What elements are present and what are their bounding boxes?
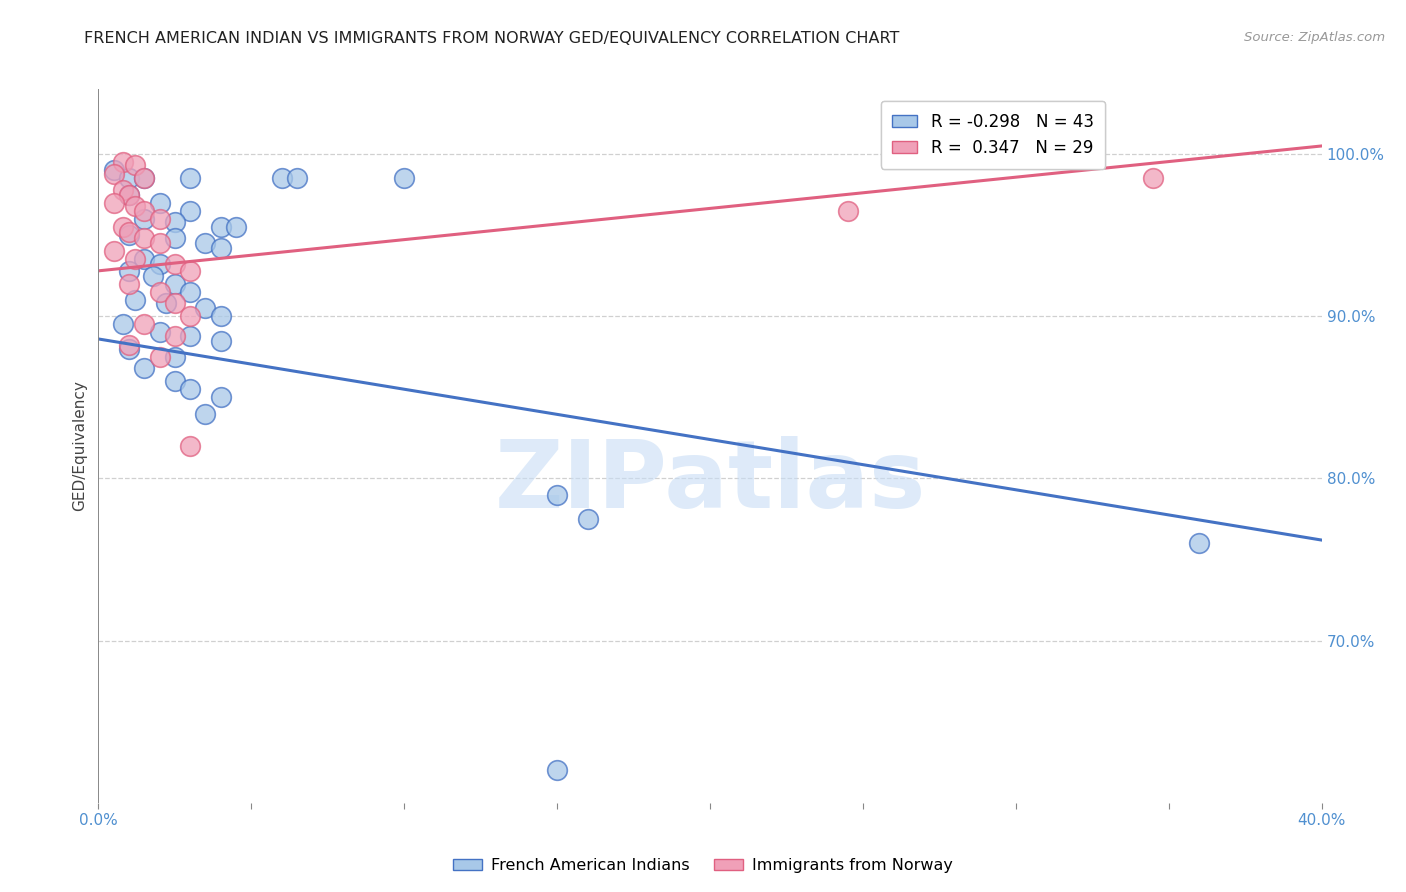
Point — [155, 296, 177, 310]
Point — [134, 171, 156, 186]
Point — [209, 241, 232, 255]
Point — [179, 203, 201, 218]
Point — [118, 187, 141, 202]
Point — [179, 439, 201, 453]
Y-axis label: GED/Equivalency: GED/Equivalency — [72, 381, 87, 511]
Point — [194, 407, 217, 421]
Text: FRENCH AMERICAN INDIAN VS IMMIGRANTS FROM NORWAY GED/EQUIVALENCY CORRELATION CHA: FRENCH AMERICAN INDIAN VS IMMIGRANTS FRO… — [84, 31, 900, 46]
Point — [118, 338, 141, 352]
Legend: R = -0.298   N = 43, R =  0.347   N = 29: R = -0.298 N = 43, R = 0.347 N = 29 — [880, 101, 1105, 169]
Point — [163, 231, 186, 245]
Point — [179, 171, 201, 186]
Point — [576, 512, 599, 526]
Point — [149, 257, 172, 271]
Point — [194, 301, 217, 315]
Point — [149, 326, 172, 340]
Point — [546, 488, 568, 502]
Point — [149, 195, 172, 210]
Point — [546, 764, 568, 778]
Point — [209, 334, 232, 348]
Point — [118, 277, 141, 291]
Point — [118, 171, 141, 186]
Point — [1142, 171, 1164, 186]
Point — [134, 171, 156, 186]
Point — [149, 350, 172, 364]
Text: ZIPatlas: ZIPatlas — [495, 435, 925, 528]
Point — [163, 328, 186, 343]
Point — [270, 171, 292, 186]
Point — [149, 211, 172, 226]
Point — [134, 252, 156, 267]
Point — [392, 171, 416, 186]
Point — [209, 390, 232, 404]
Point — [149, 285, 172, 299]
Point — [134, 203, 156, 218]
Point — [285, 171, 308, 186]
Point — [163, 296, 186, 310]
Point — [179, 328, 201, 343]
Point — [134, 231, 156, 245]
Point — [163, 374, 186, 388]
Point — [124, 293, 146, 307]
Point — [225, 220, 247, 235]
Point — [111, 183, 134, 197]
Point — [163, 350, 186, 364]
Point — [118, 225, 141, 239]
Point — [209, 310, 232, 324]
Point — [111, 318, 134, 332]
Point — [124, 199, 146, 213]
Text: Source: ZipAtlas.com: Source: ZipAtlas.com — [1244, 31, 1385, 45]
Point — [118, 187, 141, 202]
Point — [179, 285, 201, 299]
Point — [124, 158, 146, 172]
Point — [124, 252, 146, 267]
Point — [103, 244, 125, 259]
Point — [149, 236, 172, 251]
Point — [103, 163, 125, 178]
Point — [118, 228, 141, 243]
Point — [209, 220, 232, 235]
Point — [111, 155, 134, 169]
Point — [134, 318, 156, 332]
Point — [163, 257, 186, 271]
Point — [194, 236, 217, 251]
Point — [179, 310, 201, 324]
Point — [1188, 536, 1211, 550]
Point — [179, 382, 201, 396]
Point — [142, 268, 165, 283]
Point — [163, 277, 186, 291]
Point — [103, 195, 125, 210]
Point — [134, 211, 156, 226]
Point — [163, 215, 186, 229]
Point — [118, 264, 141, 278]
Point — [118, 342, 141, 356]
Point — [103, 167, 125, 181]
Point — [837, 203, 859, 218]
Point — [134, 361, 156, 376]
Point — [111, 220, 134, 235]
Legend: French American Indians, Immigrants from Norway: French American Indians, Immigrants from… — [447, 852, 959, 880]
Point — [179, 264, 201, 278]
